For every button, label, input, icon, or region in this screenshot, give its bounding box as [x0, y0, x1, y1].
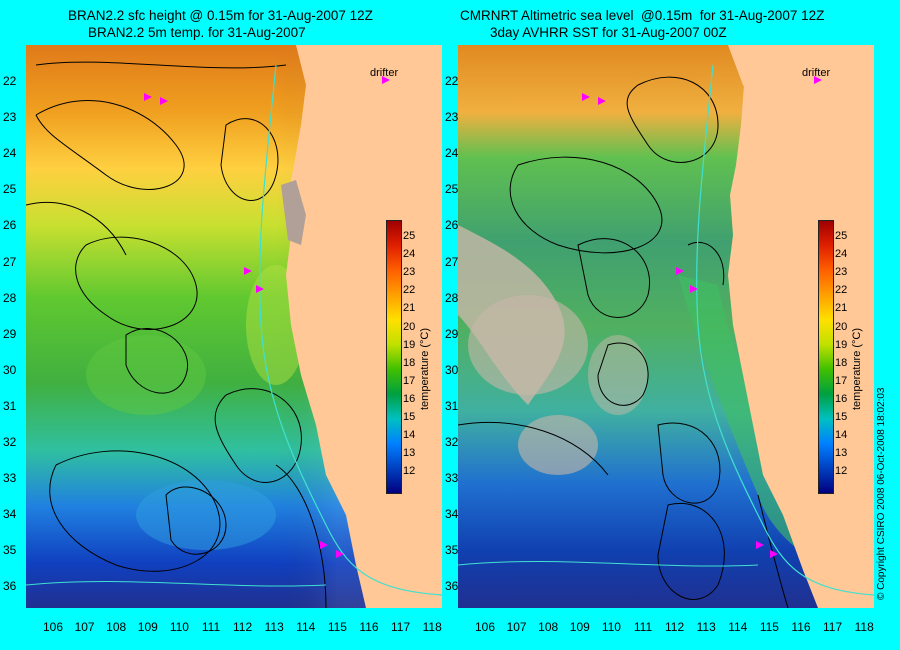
left-colorbar-tick: 22	[403, 284, 416, 297]
left-drifter-legend: drifter	[370, 67, 399, 79]
right-lat-label: 33	[445, 471, 459, 486]
left-colorbar-tick: 18	[403, 356, 416, 369]
right-colorbar-tick: 17	[835, 374, 848, 387]
right-colorbar-tick: 18	[835, 356, 848, 369]
left-lat-label: 25	[3, 182, 17, 197]
left-colorbar	[386, 220, 402, 494]
left-sst-map	[26, 45, 442, 608]
right-lon-label: 113	[696, 620, 716, 634]
right-colorbar-tick: 24	[835, 248, 848, 261]
left-colorbar-tick: 19	[403, 338, 416, 351]
left-colorbar-tick: 17	[403, 374, 416, 387]
right-lon-label: 111	[633, 620, 653, 634]
right-lon-label: 107	[506, 620, 527, 634]
left-lat-label: 32	[3, 435, 17, 449]
right-title-line2: 3day AVHRR SST for 31-Aug-2007 00Z	[490, 25, 727, 40]
left-lon-label: 114	[296, 620, 316, 634]
left-lon-label: 115	[327, 620, 347, 634]
left-lon-label: 110	[169, 620, 189, 634]
left-lat-label: 29	[3, 326, 17, 341]
right-lon-label: 114	[728, 620, 748, 634]
left-colorbar-tick: 14	[403, 429, 416, 442]
left-lat-label: 34	[3, 507, 17, 522]
left-lon-label: 108	[106, 620, 127, 634]
copyright-text: © Copyright CSIRO 2008 06-Oct-2008 18:02…	[876, 387, 887, 601]
right-colorbar-tick: 13	[835, 447, 848, 460]
right-lat-label: 34	[445, 507, 459, 522]
left-lat-label: 22	[3, 74, 17, 88]
right-colorbar-tick: 14	[835, 429, 848, 442]
left-lat-label: 23	[3, 110, 17, 125]
left-lat-label: 28	[3, 290, 17, 305]
left-lat-label: 27	[3, 254, 17, 269]
left-lon-label: 111	[201, 620, 221, 634]
right-drifter-legend: drifter	[802, 67, 831, 79]
right-lat-label: 30	[445, 362, 459, 377]
right-lon-label: 109	[569, 620, 590, 634]
right-colorbar-tick: 25	[835, 230, 848, 242]
left-lon-label: 113	[264, 620, 284, 634]
left-lon-label: 109	[137, 620, 158, 634]
left-colorbar-tick: 12	[403, 465, 416, 478]
right-lon-label: 110	[601, 620, 621, 634]
left-colorbar-tick: 25	[403, 230, 416, 242]
right-lon-label: 115	[759, 620, 779, 634]
right-sst-map	[458, 45, 874, 608]
left-lat-label: 33	[3, 471, 17, 486]
left-colorbar-tick: 15	[403, 411, 416, 423]
right-colorbar-tick: 19	[835, 338, 848, 351]
left-lon-label: 106	[42, 620, 64, 634]
left-lon-label: 107	[74, 620, 95, 634]
right-colorbar-tick: 20	[835, 320, 848, 333]
left-colorbar-unit: temperature (°C)	[419, 327, 431, 410]
right-lat-label: 36	[445, 579, 459, 594]
right-colorbar-tick: 21	[835, 302, 848, 315]
right-lat-label: 31	[445, 398, 459, 413]
right-lat-label: 28	[445, 290, 459, 305]
right-colorbar-tick: 16	[835, 392, 848, 405]
right-lat-label: 24	[445, 146, 459, 161]
left-lat-label: 36	[3, 579, 17, 594]
right-lat-label: 22	[445, 74, 459, 88]
left-colorbar-tick: 20	[403, 320, 416, 333]
left-lat-label: 24	[3, 146, 17, 161]
right-lon-label: 108	[538, 620, 559, 634]
left-lat-label: 35	[3, 543, 17, 558]
left-lat-label: 31	[3, 398, 17, 413]
left-colorbar-tick: 23	[403, 266, 416, 279]
right-lat-label: 32	[445, 435, 459, 449]
left-lon-label: 117	[391, 620, 411, 634]
right-lon-label: 112	[665, 620, 685, 634]
left-colorbar-tick: 13	[403, 447, 416, 460]
right-colorbar-tick: 12	[835, 465, 848, 478]
left-colorbar-tick: 24	[403, 248, 416, 261]
right-title-line1: CMRNRT Altimetric sea level @0.15m for 3…	[460, 8, 825, 23]
right-colorbar	[818, 220, 834, 494]
left-colorbar-tick: 21	[403, 302, 416, 315]
left-lat-label: 30	[3, 362, 17, 377]
right-colorbar-unit: temperature (°C)	[851, 327, 863, 410]
right-lon-label: 117	[823, 620, 843, 634]
right-lat-label: 35	[445, 543, 459, 558]
left-colorbar-tick: 16	[403, 392, 416, 405]
left-lat-label: 26	[3, 218, 17, 233]
right-lat-label: 27	[445, 254, 459, 269]
left-title-line2: BRAN2.2 5m temp. for 31-Aug-2007	[88, 25, 306, 40]
right-colorbar-tick: 15	[835, 411, 848, 423]
right-lon-label: 116	[791, 620, 811, 634]
left-lon-label: 112	[233, 620, 253, 634]
right-colorbar-tick: 22	[835, 284, 848, 297]
left-title-line1: BRAN2.2 sfc height @ 0.15m for 31-Aug-20…	[68, 8, 373, 23]
left-lon-label: 116	[359, 620, 379, 634]
right-lon-label: 106	[474, 620, 496, 634]
right-lat-label: 29	[445, 326, 459, 341]
right-lat-label: 26	[445, 218, 459, 233]
right-lat-label: 23	[445, 110, 459, 125]
left-lon-label: 118	[422, 620, 442, 634]
right-lat-label: 25	[445, 182, 459, 197]
right-colorbar-tick: 23	[835, 266, 848, 279]
right-lon-label: 118	[854, 620, 874, 634]
